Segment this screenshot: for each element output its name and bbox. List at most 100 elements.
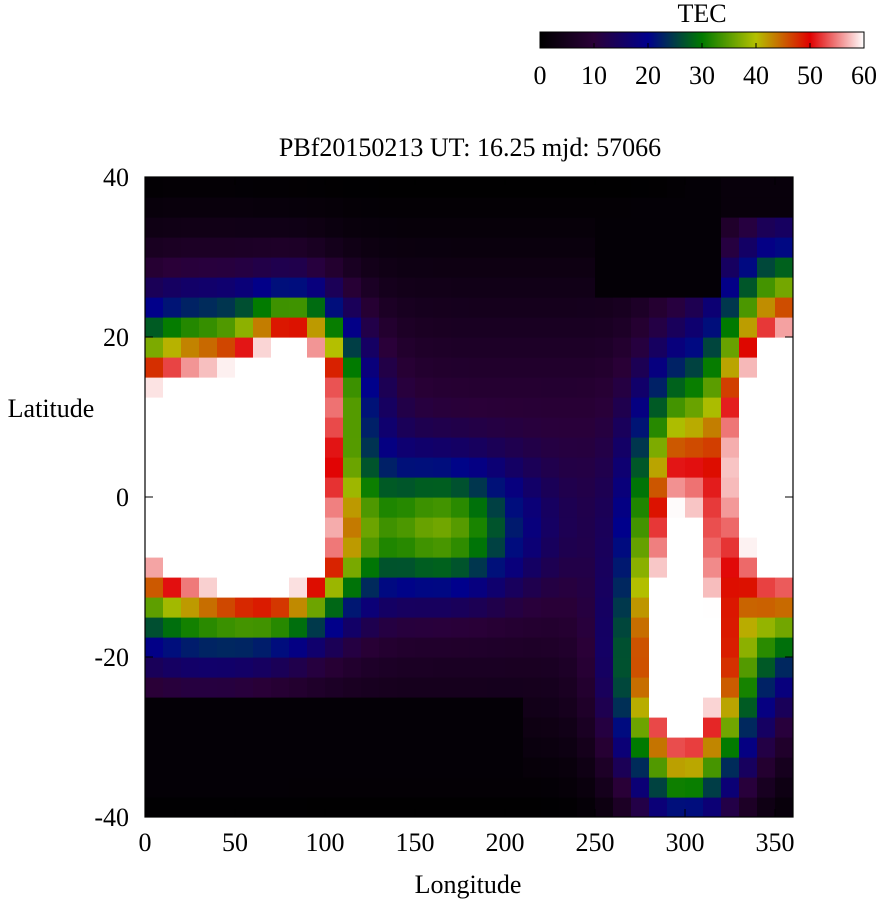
heatmap-cell — [253, 717, 272, 738]
heatmap-cell — [613, 697, 632, 718]
heatmap-cell — [307, 297, 326, 318]
heatmap-cell — [667, 257, 686, 278]
heatmap-cell — [577, 477, 596, 498]
heatmap-cell — [343, 537, 362, 558]
heatmap-cell — [775, 537, 793, 558]
heatmap-cell — [757, 337, 776, 358]
heatmap-cell — [595, 277, 614, 298]
heatmap-cell — [289, 577, 308, 598]
heatmap-cell — [181, 297, 200, 318]
heatmap-cell — [721, 237, 740, 258]
heatmap-cell — [757, 397, 776, 418]
heatmap-cell — [757, 697, 776, 718]
heatmap-cell — [721, 617, 740, 638]
heatmap-cell — [613, 437, 632, 458]
heatmap-cell — [505, 397, 524, 418]
heatmap-cell — [505, 517, 524, 538]
heatmap-cell — [433, 617, 452, 638]
heatmap-cell — [145, 717, 164, 738]
heatmap-cell — [775, 777, 793, 798]
heatmap-cell — [667, 397, 686, 418]
heatmap-cell — [307, 357, 326, 378]
heatmap-cell — [433, 177, 452, 198]
heatmap-cell — [559, 237, 578, 258]
heatmap-cell — [379, 237, 398, 258]
heatmap-cell — [775, 177, 793, 198]
heatmap-cell — [145, 457, 164, 478]
heatmap-cell — [451, 357, 470, 378]
heatmap-cell — [361, 577, 380, 598]
heatmap-cell — [595, 337, 614, 358]
heatmap-cell — [703, 557, 722, 578]
heatmap-cell — [613, 477, 632, 498]
heatmap-cell — [271, 337, 290, 358]
heatmap-cell — [721, 697, 740, 718]
heatmap-cell — [721, 397, 740, 418]
heatmap-cell — [325, 297, 344, 318]
heatmap-cell — [253, 477, 272, 498]
heatmap-cell — [163, 677, 182, 698]
heatmap-cell — [523, 637, 542, 658]
heatmap-cell — [361, 417, 380, 438]
heatmap-cell — [685, 217, 704, 238]
heatmap-cell — [703, 397, 722, 418]
heatmap-cell — [505, 357, 524, 378]
heatmap-cell — [415, 737, 434, 758]
heatmap-cell — [271, 237, 290, 258]
heatmap-cell — [253, 637, 272, 658]
heatmap-cell — [271, 757, 290, 778]
heatmap-cell — [739, 397, 758, 418]
heatmap-cell — [343, 617, 362, 638]
heatmap-cell — [325, 577, 344, 598]
heatmap-cell — [667, 197, 686, 218]
heatmap-cell — [325, 457, 344, 478]
heatmap-cell — [631, 637, 650, 658]
heatmap-cell — [235, 717, 254, 738]
heatmap-cell — [415, 617, 434, 638]
heatmap-cell — [649, 497, 668, 518]
heatmap-cell — [325, 477, 344, 498]
x-tick-label: 50 — [222, 828, 248, 857]
heatmap-cell — [199, 737, 218, 758]
heatmap-cell — [397, 457, 416, 478]
heatmap-cell — [433, 477, 452, 498]
heatmap-cell — [577, 697, 596, 718]
heatmap-cell — [757, 377, 776, 398]
heatmap-cell — [181, 697, 200, 718]
heatmap-cell — [289, 217, 308, 238]
heatmap-cell — [181, 477, 200, 498]
heatmap-cell — [757, 757, 776, 778]
heatmap-cell — [379, 677, 398, 698]
heatmap-cell — [415, 217, 434, 238]
heatmap-cell — [721, 777, 740, 798]
heatmap-cell — [595, 657, 614, 678]
heatmap-cell — [685, 437, 704, 458]
heatmap-cell — [703, 637, 722, 658]
heatmap-cell — [541, 417, 560, 438]
heatmap-cell — [577, 277, 596, 298]
heatmap-cell — [505, 717, 524, 738]
heatmap-cell — [667, 737, 686, 758]
heatmap-cell — [397, 537, 416, 558]
heatmap-cell — [631, 477, 650, 498]
heatmap-cell — [307, 677, 326, 698]
heatmap-cell — [199, 377, 218, 398]
heatmap-cell — [613, 797, 632, 817]
heatmap-cell — [343, 677, 362, 698]
heatmap-cell — [757, 437, 776, 458]
heatmap-cell — [559, 397, 578, 418]
heatmap-cell — [397, 257, 416, 278]
heatmap-cell — [541, 257, 560, 278]
heatmap-cell — [595, 417, 614, 438]
heatmap-cell — [469, 217, 488, 238]
heatmap-cell — [271, 697, 290, 718]
heatmap-cell — [181, 537, 200, 558]
x-tick-label: 250 — [576, 828, 615, 857]
heatmap-cell — [775, 677, 793, 698]
heatmap-cell — [739, 477, 758, 498]
heatmap-cell — [343, 737, 362, 758]
heatmap-cell — [559, 197, 578, 218]
heatmap-cell — [505, 257, 524, 278]
heatmap-cell — [613, 537, 632, 558]
heatmap-cell — [739, 297, 758, 318]
